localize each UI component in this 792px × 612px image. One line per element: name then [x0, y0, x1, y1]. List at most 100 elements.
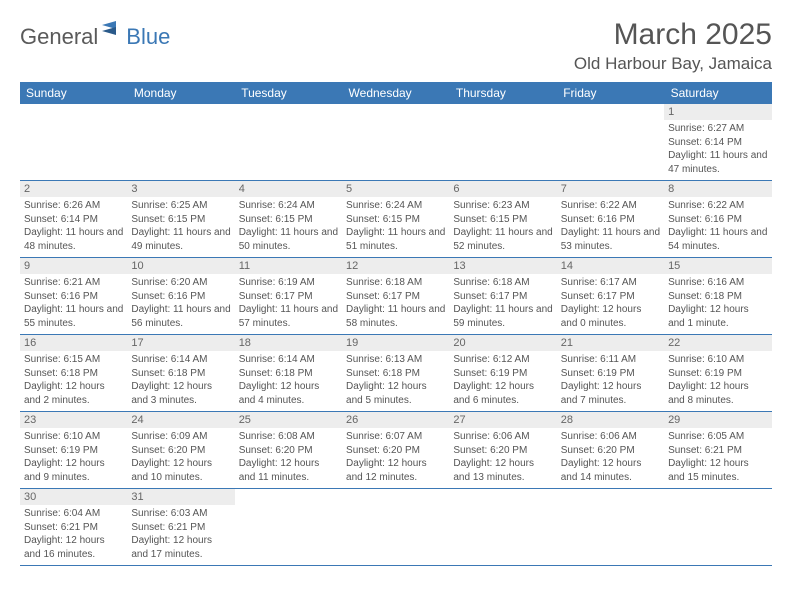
calendar-day: 24Sunrise: 6:09 AMSunset: 6:20 PMDayligh…	[127, 412, 234, 489]
sunset-text: Sunset: 6:20 PM	[561, 444, 660, 458]
day-info: Sunrise: 6:21 AMSunset: 6:16 PMDaylight:…	[24, 276, 123, 330]
calendar-empty	[342, 489, 449, 566]
day-number: 18	[235, 335, 342, 351]
daylight-text: Daylight: 11 hours and 47 minutes.	[668, 149, 767, 176]
day-info: Sunrise: 6:26 AMSunset: 6:14 PMDaylight:…	[24, 199, 123, 253]
calendar-empty	[235, 489, 342, 566]
sunrise-text: Sunrise: 6:19 AM	[239, 276, 338, 290]
calendar-day: 6Sunrise: 6:23 AMSunset: 6:15 PMDaylight…	[449, 181, 556, 258]
calendar-empty	[342, 104, 449, 181]
day-number: 9	[20, 258, 127, 274]
daylight-text: Daylight: 12 hours and 17 minutes.	[131, 534, 230, 561]
sunrise-text: Sunrise: 6:14 AM	[131, 353, 230, 367]
day-number: 30	[20, 489, 127, 505]
day-info: Sunrise: 6:07 AMSunset: 6:20 PMDaylight:…	[346, 430, 445, 484]
sunset-text: Sunset: 6:20 PM	[239, 444, 338, 458]
day-info: Sunrise: 6:19 AMSunset: 6:17 PMDaylight:…	[239, 276, 338, 330]
daylight-text: Daylight: 11 hours and 49 minutes.	[131, 226, 230, 253]
sunset-text: Sunset: 6:14 PM	[24, 213, 123, 227]
sunset-text: Sunset: 6:16 PM	[131, 290, 230, 304]
daylight-text: Daylight: 12 hours and 2 minutes.	[24, 380, 123, 407]
sunset-text: Sunset: 6:18 PM	[239, 367, 338, 381]
header: General Blue March 2025 Old Harbour Bay,…	[20, 18, 772, 74]
day-info: Sunrise: 6:18 AMSunset: 6:17 PMDaylight:…	[453, 276, 552, 330]
daylight-text: Daylight: 12 hours and 12 minutes.	[346, 457, 445, 484]
day-info: Sunrise: 6:09 AMSunset: 6:20 PMDaylight:…	[131, 430, 230, 484]
sunset-text: Sunset: 6:19 PM	[668, 367, 767, 381]
calendar-table: SundayMondayTuesdayWednesdayThursdayFrid…	[20, 82, 772, 566]
day-info: Sunrise: 6:27 AMSunset: 6:14 PMDaylight:…	[668, 122, 767, 176]
daylight-text: Daylight: 11 hours and 52 minutes.	[453, 226, 552, 253]
day-number: 14	[557, 258, 664, 274]
calendar-day: 5Sunrise: 6:24 AMSunset: 6:15 PMDaylight…	[342, 181, 449, 258]
sunrise-text: Sunrise: 6:13 AM	[346, 353, 445, 367]
day-info: Sunrise: 6:06 AMSunset: 6:20 PMDaylight:…	[561, 430, 660, 484]
sunrise-text: Sunrise: 6:22 AM	[668, 199, 767, 213]
day-info: Sunrise: 6:25 AMSunset: 6:15 PMDaylight:…	[131, 199, 230, 253]
sunset-text: Sunset: 6:18 PM	[24, 367, 123, 381]
day-number: 22	[664, 335, 771, 351]
day-number: 17	[127, 335, 234, 351]
day-number: 15	[664, 258, 771, 274]
daylight-text: Daylight: 11 hours and 55 minutes.	[24, 303, 123, 330]
day-number: 11	[235, 258, 342, 274]
calendar-head: SundayMondayTuesdayWednesdayThursdayFrid…	[20, 82, 772, 104]
day-number: 4	[235, 181, 342, 197]
sunset-text: Sunset: 6:17 PM	[346, 290, 445, 304]
day-number: 21	[557, 335, 664, 351]
day-info: Sunrise: 6:05 AMSunset: 6:21 PMDaylight:…	[668, 430, 767, 484]
sunset-text: Sunset: 6:16 PM	[24, 290, 123, 304]
daylight-text: Daylight: 11 hours and 53 minutes.	[561, 226, 660, 253]
day-info: Sunrise: 6:11 AMSunset: 6:19 PMDaylight:…	[561, 353, 660, 407]
day-info: Sunrise: 6:22 AMSunset: 6:16 PMDaylight:…	[561, 199, 660, 253]
day-number: 3	[127, 181, 234, 197]
daylight-text: Daylight: 12 hours and 16 minutes.	[24, 534, 123, 561]
sunset-text: Sunset: 6:21 PM	[24, 521, 123, 535]
weekday-header: Saturday	[664, 82, 771, 104]
day-number: 7	[557, 181, 664, 197]
calendar-day: 2Sunrise: 6:26 AMSunset: 6:14 PMDaylight…	[20, 181, 127, 258]
sunrise-text: Sunrise: 6:14 AM	[239, 353, 338, 367]
sunset-text: Sunset: 6:17 PM	[453, 290, 552, 304]
sunrise-text: Sunrise: 6:09 AM	[131, 430, 230, 444]
sunrise-text: Sunrise: 6:10 AM	[24, 430, 123, 444]
calendar-week: 2Sunrise: 6:26 AMSunset: 6:14 PMDaylight…	[20, 181, 772, 258]
calendar-day: 11 Sunrise: 6:19 AMSunset: 6:17 PMDayligh…	[235, 258, 342, 335]
sunrise-text: Sunrise: 6:03 AM	[131, 507, 230, 521]
calendar-day: 10Sunrise: 6:20 AMSunset: 6:16 PMDayligh…	[127, 258, 234, 335]
weekday-header: Sunday	[20, 82, 127, 104]
calendar-day: 29Sunrise: 6:05 AMSunset: 6:21 PMDayligh…	[664, 412, 771, 489]
calendar-empty	[557, 104, 664, 181]
sunset-text: Sunset: 6:15 PM	[346, 213, 445, 227]
sunrise-text: Sunrise: 6:24 AM	[239, 199, 338, 213]
sunrise-text: Sunrise: 6:12 AM	[453, 353, 552, 367]
sunrise-text: Sunrise: 6:08 AM	[239, 430, 338, 444]
daylight-text: Daylight: 12 hours and 11 minutes.	[239, 457, 338, 484]
sunset-text: Sunset: 6:15 PM	[453, 213, 552, 227]
day-number: 31	[127, 489, 234, 505]
weekday-row: SundayMondayTuesdayWednesdayThursdayFrid…	[20, 82, 772, 104]
calendar-day: 19Sunrise: 6:13 AMSunset: 6:18 PMDayligh…	[342, 335, 449, 412]
day-info: Sunrise: 6:12 AMSunset: 6:19 PMDaylight:…	[453, 353, 552, 407]
month-title: March 2025	[574, 18, 772, 52]
calendar-empty	[235, 104, 342, 181]
calendar-week: 23Sunrise: 6:10 AMSunset: 6:19 PMDayligh…	[20, 412, 772, 489]
day-info: Sunrise: 6:04 AMSunset: 6:21 PMDaylight:…	[24, 507, 123, 561]
calendar-day: 27Sunrise: 6:06 AMSunset: 6:20 PMDayligh…	[449, 412, 556, 489]
calendar-empty	[127, 104, 234, 181]
day-info: Sunrise: 6:23 AMSunset: 6:15 PMDaylight:…	[453, 199, 552, 253]
day-info: Sunrise: 6:14 AMSunset: 6:18 PMDaylight:…	[239, 353, 338, 407]
day-info: Sunrise: 6:18 AMSunset: 6:17 PMDaylight:…	[346, 276, 445, 330]
daylight-text: Daylight: 11 hours and 57 minutes.	[239, 303, 338, 330]
sunrise-text: Sunrise: 6:15 AM	[24, 353, 123, 367]
calendar-week: 16Sunrise: 6:15 AMSunset: 6:18 PMDayligh…	[20, 335, 772, 412]
sunrise-text: Sunrise: 6:23 AM	[453, 199, 552, 213]
day-info: Sunrise: 6:24 AMSunset: 6:15 PMDaylight:…	[346, 199, 445, 253]
day-number: 10	[127, 258, 234, 274]
day-number: 27	[449, 412, 556, 428]
day-number: 1	[664, 104, 771, 120]
sunset-text: Sunset: 6:21 PM	[668, 444, 767, 458]
sunset-text: Sunset: 6:19 PM	[453, 367, 552, 381]
daylight-text: Daylight: 12 hours and 7 minutes.	[561, 380, 660, 407]
sunrise-text: Sunrise: 6:04 AM	[24, 507, 123, 521]
